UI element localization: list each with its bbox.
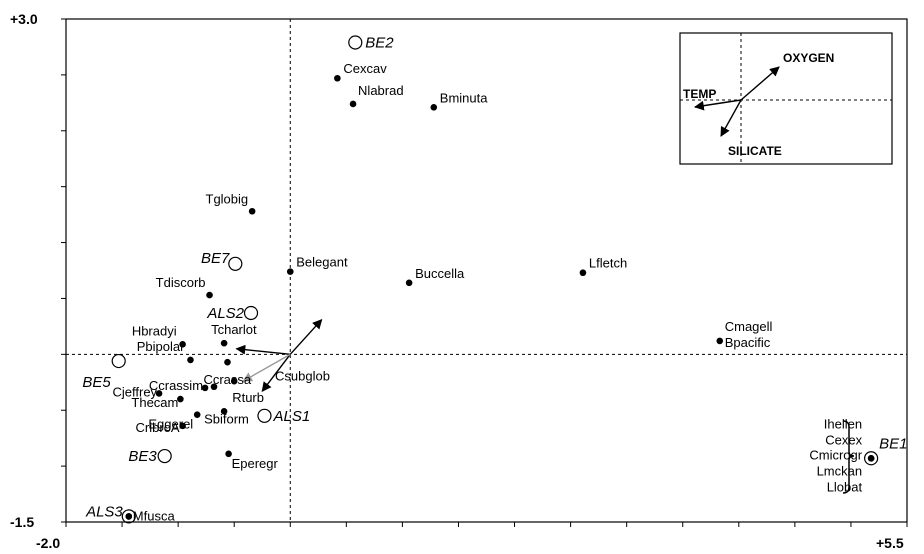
species-point-eperegr [225,450,232,458]
species-label-llobat: Llobat [827,479,863,494]
species-point-thecam [177,395,184,403]
x-max-tick-label: +5.5 [876,535,904,551]
station-label-als1: ALS1 [272,408,310,425]
station-points: BE2 BE7 ALS2 BE5 ALS1 BE3 ALS3 BE1 [82,34,907,524]
station-label-als3: ALS3 [85,503,123,520]
species-point-tglobig [248,207,256,215]
species-label-csubglob: Csubglob [275,369,330,384]
species-label-rturb: Rturb [232,390,264,405]
species-point-buccella [405,279,413,287]
species-point-bminuta [430,104,438,111]
species-label-hbradyi: Hbradyi [132,323,177,338]
station-label-be7: BE7 [201,250,230,267]
species-label-buccella: Buccella [415,266,465,281]
species-point-cribroa [179,422,186,430]
species-points: Cexcav Nlabrad Bminuta Tglobig Belegant Bucce… [113,61,875,523]
environment-vectors [235,318,323,393]
species-point-tdiscorb [206,291,213,299]
x-min-tick-label: -2.0 [36,535,60,551]
species-point-cexcav [334,74,341,82]
inset-temp-label: TEMP [683,87,716,101]
inset-arrow [740,66,780,101]
species-point-lfletch [579,269,587,277]
inset-silicate-label: SILICATE [728,144,782,158]
species-point-rturb [230,377,238,385]
species-label-tdiscorb: Tdiscorb [156,275,206,290]
species-label-cexcav: Cexcav [343,61,387,76]
species-point-csubglob [210,383,218,391]
species-point-sbiform [220,408,228,415]
inset-arrows [694,66,780,137]
station-point-als1 [257,408,272,423]
species-label-ccrassim: Ccrassim [149,378,203,393]
station-center-dot [125,513,133,520]
station-point-be5 [111,353,126,369]
species-label-cmagell: Cmagell [725,319,773,334]
species-label-cjeffrey: Cjeffrey [113,384,158,399]
species-label-ccrassa: Ccrassa [203,372,251,387]
species-label-cribroa: CribroA [136,420,180,435]
inset-oxygen-label: OXYGEN [783,51,834,65]
station-point-als3 [121,509,136,524]
species-label-ihellen: Ihellen [824,416,862,431]
species-point-belegant [286,268,294,275]
species-label-mfusca: Mfusca [133,508,176,523]
species-label-pbipolar: Pbipolar [137,339,185,354]
be1-group-bracket [842,420,855,494]
station-center-dot [867,454,875,462]
station-point-be7 [228,256,243,271]
station-point-be3 [157,448,172,464]
species-point-pbipolar [187,356,194,364]
inset-arrow [694,99,742,111]
y-max-tick-label: +3.0 [10,11,38,27]
species-label-tcharlot: Tcharlot [211,322,257,337]
species-point-eggerel [193,411,201,418]
species-point-ccrassim [201,384,209,392]
station-label-be1: BE1 [879,435,907,452]
species-label-lfletch: Lfletch [589,256,627,271]
station-point-als2 [243,305,259,321]
species-label-tglobig: Tglobig [206,191,249,206]
axis-ticks [61,18,908,527]
species-label-sbiform: Sbiform [204,411,249,426]
species-label-cexex: Cexex [825,432,862,447]
species-label-bminuta: Bminuta [440,90,488,105]
station-label-als2: ALS2 [206,305,244,322]
station-label-be5: BE5 [82,374,111,391]
species-label-eperegr: Eperegr [232,456,279,471]
station-point-be2 [348,35,363,50]
species-point-nlabrad [349,100,357,108]
vector-silicate [261,353,291,393]
species-label-thecam: Thecam [131,395,178,410]
species-label-cmicrogr: Cmicrogr [809,447,862,462]
species-label-lmckan: Lmckan [817,463,863,478]
inset-frame [679,32,893,165]
species-point-ccrassa [224,358,231,366]
station-point-be1 [864,451,879,466]
y-min-tick-label: -1.5 [10,514,34,530]
station-label-be3: BE3 [128,448,157,465]
environment-inset: OXYGEN TEMP SILICATE [679,32,893,165]
species-point-cmagell [716,337,724,345]
inset-arrow [720,99,742,137]
species-point-tcharlot [220,339,228,347]
vector-oxygen [289,318,323,355]
vector-unlabeled [242,353,291,382]
species-point-hbradyi [179,340,186,348]
vector-temp [235,344,291,356]
species-label-nlabrad: Nlabrad [358,83,404,98]
station-label-be2: BE2 [365,34,394,51]
species-label-belegant: Belegant [296,255,348,270]
species-point-cjeffrey [155,390,163,397]
species-label-bpacific: Bpacific [725,335,771,350]
